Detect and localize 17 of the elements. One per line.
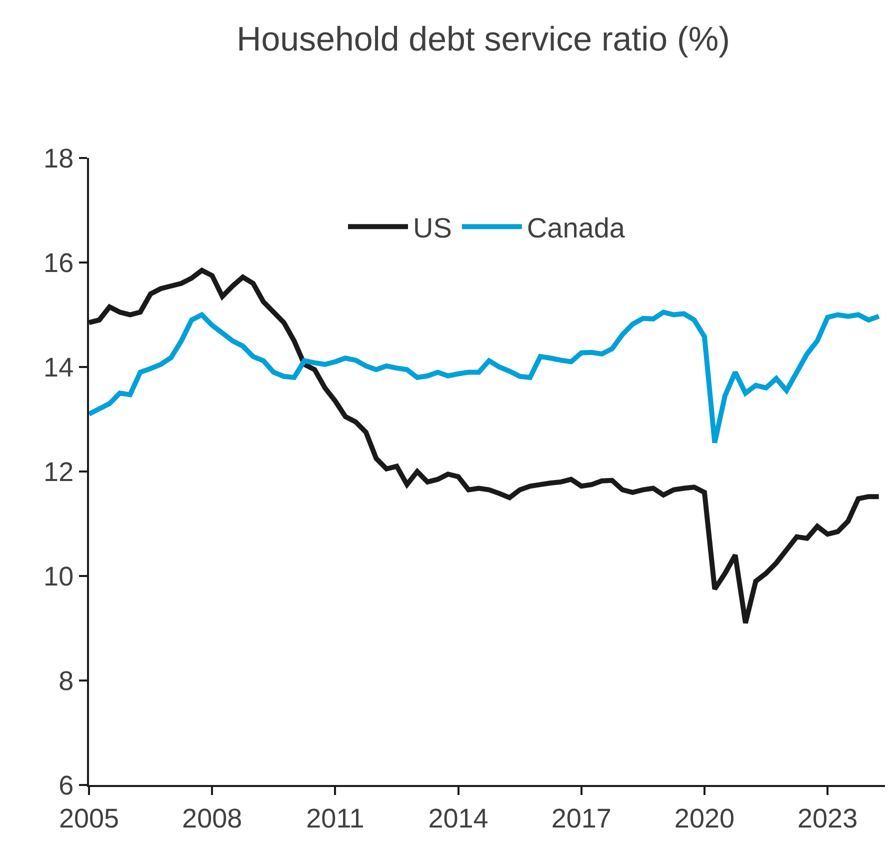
- y-tick-label: 10: [44, 561, 74, 592]
- y-tick-label: 12: [44, 456, 74, 487]
- x-tick-label: 2005: [58, 803, 120, 834]
- y-tick-label: 6: [58, 770, 74, 800]
- x-tick-label: 2023: [798, 803, 858, 834]
- legend-label: Canada: [526, 212, 626, 244]
- x-tick-label: 2008: [182, 803, 242, 834]
- x-tick-label: 2014: [428, 803, 488, 834]
- chart-title: Household debt service ratio (%): [236, 20, 730, 58]
- legend-label: US: [413, 212, 452, 244]
- y-tick-label: 14: [44, 352, 74, 382]
- x-tick-label: 2020: [674, 803, 734, 834]
- y-tick-label: 8: [58, 666, 74, 696]
- x-tick-label: 2011: [306, 803, 364, 834]
- y-tick-label: 18: [44, 143, 74, 174]
- x-tick-label: 2017: [551, 803, 612, 834]
- y-tick-label: 16: [44, 248, 74, 278]
